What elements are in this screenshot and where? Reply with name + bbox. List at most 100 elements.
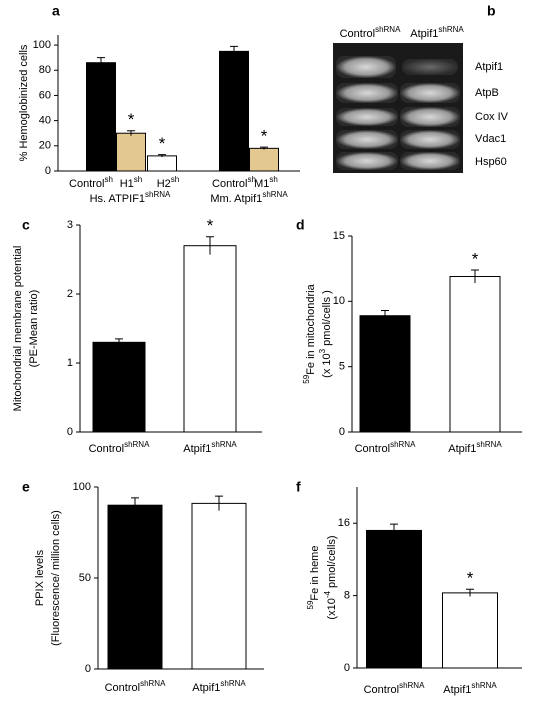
x-tick-label: Atpif1shRNA [192, 679, 246, 694]
x-tick-label: ControlshRNA [105, 679, 166, 694]
y-axis-label: (PE-Mean ratio) [28, 290, 40, 368]
superscript: sh [105, 175, 113, 184]
y-tick-label: 3 [67, 219, 73, 231]
text-run: Atpif1 [192, 682, 220, 694]
bar [116, 132, 146, 172]
superscript: shRNA [476, 440, 502, 449]
y-axis-label: (x 103 pmol/cells ) [318, 290, 333, 378]
x-tick-label: Controlsh [69, 175, 113, 190]
x-tick-label: Atpif1shRNA [183, 440, 237, 455]
bar [249, 147, 279, 172]
significance-marker: * [128, 110, 135, 129]
text-run: Atpif1 [443, 684, 471, 696]
error-bar [215, 495, 223, 511]
y-tick-label: 60 [39, 89, 51, 101]
superscript: shRNA [390, 440, 416, 449]
superscript: shRNA [140, 679, 166, 688]
error-bar [466, 588, 474, 597]
text-run: Control [105, 682, 140, 694]
text-run: Fe in heme [309, 546, 321, 601]
y-tick-label: 0 [67, 426, 73, 438]
x-tick-label: Atpif1shRNA [443, 681, 497, 696]
y-axis-label: (x10-4 pmol/cells) [323, 535, 338, 619]
y-axis-label: 59Fe in heme [306, 546, 321, 610]
text-run: (x10 [326, 598, 338, 619]
error-bar [97, 57, 105, 68]
error-bar [158, 154, 166, 158]
x-tick-label: ControlshRNA [364, 681, 425, 696]
error-bar [127, 130, 135, 136]
x-tick-label: M1sh [254, 175, 278, 190]
significance-marker: * [207, 216, 214, 235]
text-run: Mm. Atpif1 [210, 193, 262, 205]
group-label: Hs. ATPIF1shRNA [90, 190, 171, 205]
protein-label: Hsp60 [475, 156, 507, 168]
group-label: Mm. Atpif1shRNA [210, 190, 288, 205]
y-axis-label: 59Fe in mitochondria [302, 283, 317, 383]
y-tick-label: 0 [85, 663, 91, 675]
text-run: % Hemoglobinized cells [18, 44, 30, 161]
text-run: Control [69, 178, 104, 190]
superscript: shRNA [438, 25, 464, 34]
error-bar [260, 146, 268, 150]
text-run: M1 [254, 178, 269, 190]
text-run: PPIX levels [34, 549, 46, 606]
y-tick-label: 10 [333, 295, 345, 307]
panel-label: e [22, 479, 30, 495]
protein-label: AtpB [475, 87, 499, 99]
x-tick-label: ControlshRNA [355, 440, 416, 455]
superscript: 59 [302, 374, 311, 383]
y-tick-label: 100 [33, 39, 51, 51]
panel-label: a [52, 3, 60, 19]
text-run: Hs. ATPIF1 [90, 193, 145, 205]
x-tick-label: Atpif1shRNA [448, 440, 502, 455]
bar [183, 245, 237, 433]
bar [191, 502, 247, 670]
y-tick-label: 50 [79, 572, 91, 584]
y-tick-label: 0 [45, 165, 51, 177]
x-tick-label: Controlsh [212, 175, 256, 190]
text-run: Atpif1 [448, 443, 476, 455]
superscript: shRNA [399, 681, 425, 690]
y-tick-label: 0 [344, 662, 350, 674]
bar [442, 592, 498, 669]
y-axis-label: (Fluorescence/ million cells) [50, 510, 62, 646]
superscript: shRNA [471, 681, 497, 690]
text-run: (PE-Mean ratio) [28, 290, 40, 368]
bar [92, 341, 146, 433]
bar [359, 315, 411, 433]
text-run: Atpif1 [410, 28, 438, 40]
y-axis-label: % Hemoglobinized cells [18, 44, 30, 161]
bar [449, 276, 501, 433]
error-bar [381, 309, 389, 321]
bar [147, 155, 177, 172]
error-bar [230, 45, 238, 57]
superscript: 59 [306, 600, 315, 609]
superscript: sh [171, 175, 179, 184]
superscript: sh [248, 175, 256, 184]
y-tick-label: 5 [339, 361, 345, 373]
text-run: Fe in mitochondria [305, 283, 317, 374]
y-tick-label: 40 [39, 115, 51, 127]
error-bar [115, 338, 123, 346]
text-run: H2 [157, 178, 171, 190]
blot-image [333, 43, 463, 173]
superscript: sh [134, 175, 142, 184]
text-run: pmol/cells) [326, 535, 338, 591]
text-run: Atpif1 [183, 443, 211, 455]
y-tick-label: 8 [344, 590, 350, 602]
y-tick-label: 20 [39, 140, 51, 152]
y-axis-label: Mitochondrial membrane potential [12, 246, 24, 412]
significance-marker: * [261, 127, 268, 146]
y-tick-label: 0 [339, 426, 345, 438]
x-tick-label: ControlshRNA [89, 440, 150, 455]
panel-label: b [487, 3, 496, 19]
superscript: -4 [323, 591, 332, 599]
lane-label: Atpif1shRNA [410, 25, 464, 40]
bar [219, 50, 249, 172]
y-axis-label: PPIX levels [34, 549, 46, 606]
significance-marker: * [467, 569, 474, 588]
significance-marker: * [159, 134, 166, 153]
text-run: Control [355, 443, 390, 455]
superscript: shRNA [220, 679, 246, 688]
